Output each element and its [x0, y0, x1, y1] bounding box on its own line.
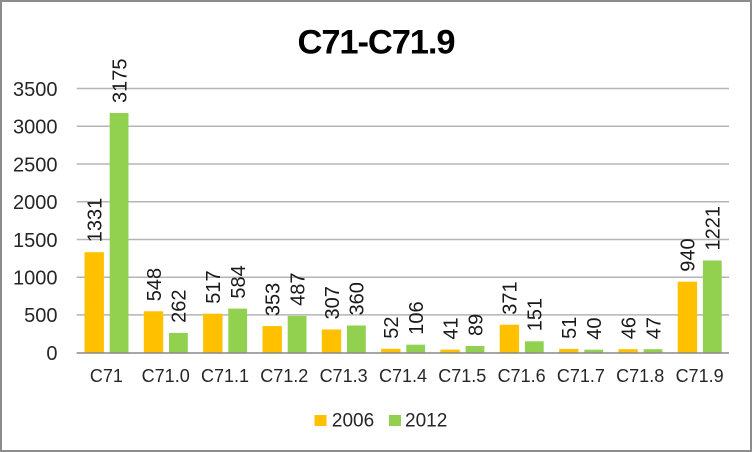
svg-text:2012: 2012	[405, 411, 447, 432]
svg-text:C71.0: C71.0	[142, 366, 190, 386]
svg-text:C71.4: C71.4	[379, 366, 427, 386]
svg-text:C71.3: C71.3	[320, 366, 368, 386]
svg-text:1331: 1331	[85, 198, 107, 243]
svg-text:C71.6: C71.6	[498, 366, 546, 386]
svg-text:353: 353	[263, 283, 285, 316]
svg-text:89: 89	[465, 314, 487, 336]
svg-text:500: 500	[24, 305, 57, 327]
svg-text:C71.5: C71.5	[438, 366, 486, 386]
svg-text:46: 46	[618, 317, 640, 339]
svg-text:40: 40	[584, 317, 606, 339]
svg-text:C71.1: C71.1	[201, 366, 249, 386]
svg-text:2006: 2006	[332, 411, 374, 432]
svg-text:51: 51	[559, 317, 581, 339]
svg-text:52: 52	[381, 317, 403, 339]
svg-text:360: 360	[347, 282, 369, 315]
svg-text:940: 940	[678, 238, 700, 271]
svg-text:517: 517	[203, 270, 225, 303]
svg-text:2500: 2500	[13, 154, 58, 176]
svg-text:262: 262	[169, 290, 191, 323]
svg-text:584: 584	[228, 265, 250, 298]
svg-text:548: 548	[144, 268, 166, 301]
svg-text:487: 487	[287, 273, 309, 306]
svg-text:3000: 3000	[13, 117, 58, 139]
svg-text:1000: 1000	[13, 268, 58, 290]
svg-text:151: 151	[525, 298, 547, 331]
svg-text:106: 106	[406, 301, 428, 334]
svg-text:3175: 3175	[109, 59, 131, 104]
svg-text:1221: 1221	[703, 206, 725, 251]
svg-text:2000: 2000	[13, 192, 58, 214]
svg-text:C71.2: C71.2	[260, 366, 308, 386]
svg-text:307: 307	[322, 286, 344, 319]
svg-text:3500: 3500	[13, 79, 58, 101]
svg-text:47: 47	[643, 317, 665, 339]
svg-text:C71.7: C71.7	[557, 366, 605, 386]
svg-text:371: 371	[500, 281, 522, 314]
svg-text:C71: C71	[90, 366, 123, 386]
svg-text:C71-C71.9: C71-C71.9	[298, 24, 455, 62]
svg-text:C71.8: C71.8	[616, 366, 664, 386]
svg-text:0: 0	[46, 343, 57, 365]
svg-text:41: 41	[440, 317, 462, 339]
svg-text:1500: 1500	[13, 230, 58, 252]
svg-text:C71.9: C71.9	[676, 366, 724, 386]
